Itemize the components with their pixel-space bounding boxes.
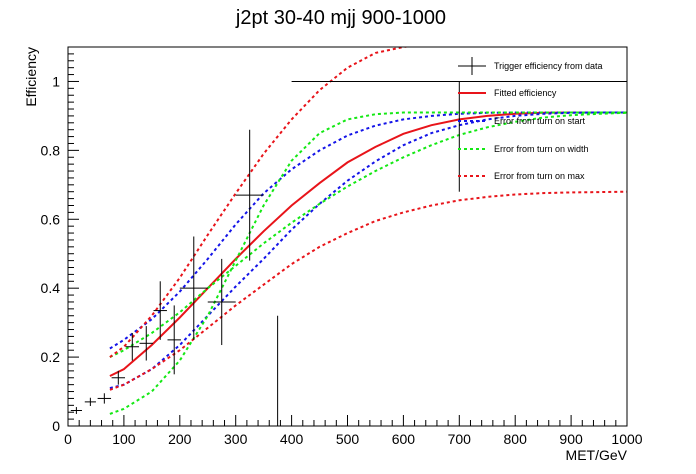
legend-entry: Error from turn on max: [458, 171, 585, 181]
curve-error-from-turn-on-max-6: [109, 190, 627, 391]
y-tick-label: 0.2: [41, 349, 61, 365]
data-point: [125, 332, 139, 361]
legend-entry: Error from turn on width: [458, 144, 589, 154]
curve-fitted-efficiency-0: [109, 111, 627, 377]
x-tick-label: 500: [336, 431, 360, 447]
data-point: [153, 281, 167, 340]
curve-error-from-turn-on-width-3: [109, 111, 627, 415]
legend-label: Error from turn on max: [494, 171, 585, 181]
x-tick-label: 300: [224, 431, 248, 447]
data-point: [70, 407, 82, 414]
x-tick-label: 0: [64, 431, 72, 447]
x-tick-label: 800: [504, 431, 528, 447]
data-point: [291, 80, 627, 192]
curve-error-from-turn-on-start-1: [109, 111, 627, 350]
curve-error-from-turn-on-start-2: [109, 111, 627, 390]
y-tick-label: 0.6: [41, 211, 61, 227]
data-point: [235, 129, 264, 261]
x-tick-label: 700: [448, 431, 472, 447]
curve-layer: [109, 47, 627, 415]
y-tick-label: 1: [52, 73, 60, 89]
x-tick-label: 100: [112, 431, 136, 447]
y-tick-label: 0.4: [41, 280, 61, 296]
data-point: [111, 370, 126, 385]
x-tick-label: 400: [280, 431, 304, 447]
x-tick-label: 200: [168, 431, 192, 447]
data-point: [84, 397, 96, 407]
y-axis-title: Efficiency: [23, 47, 39, 107]
data-point: [97, 393, 112, 404]
legend-entry: Trigger efficiency from data: [458, 57, 603, 75]
data-point: [139, 326, 153, 361]
chart-title: j2pt 30-40 mjj 900-1000: [235, 7, 446, 29]
legend-label: Error from turn on start: [494, 116, 586, 126]
x-tick-label: 900: [559, 431, 583, 447]
legend-label: Trigger efficiency from data: [494, 61, 603, 71]
chart-legend: Trigger efficiency from data Fitted effic…: [458, 57, 603, 181]
data-point: [179, 236, 208, 340]
curve-error-from-turn-on-max-5: [109, 47, 411, 358]
legend-label: Error from turn on width: [494, 144, 589, 154]
data-point: [207, 258, 236, 346]
legend-label: Fitted efficiency: [494, 88, 557, 98]
data-points-layer: [70, 80, 627, 426]
legend-entry: Fitted efficiency: [458, 88, 557, 98]
x-tick-label: 1000: [611, 431, 642, 447]
y-tick-label: 0.8: [41, 142, 61, 158]
x-tick-label: 600: [392, 431, 416, 447]
legend-entry: Error from turn on start: [458, 116, 586, 126]
y-tick-label: 0: [52, 418, 60, 434]
axis-ticks: 0 100 200 300 400 500 600 700 800 900 1000 0 0.2 0.4 0…: [41, 46, 643, 447]
data-point: [167, 305, 181, 375]
x-axis-title: MET/GeV: [566, 447, 628, 463]
